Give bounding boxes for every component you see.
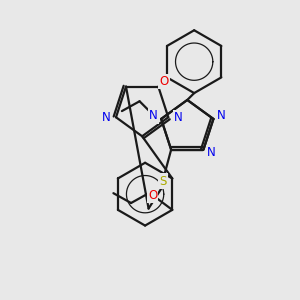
- Text: N: N: [207, 146, 216, 159]
- Text: O: O: [148, 189, 157, 202]
- Text: S: S: [160, 175, 167, 188]
- Text: N: N: [149, 110, 158, 122]
- Text: N: N: [217, 110, 226, 122]
- Text: N: N: [174, 111, 182, 124]
- Text: O: O: [160, 75, 169, 88]
- Text: N: N: [102, 111, 111, 124]
